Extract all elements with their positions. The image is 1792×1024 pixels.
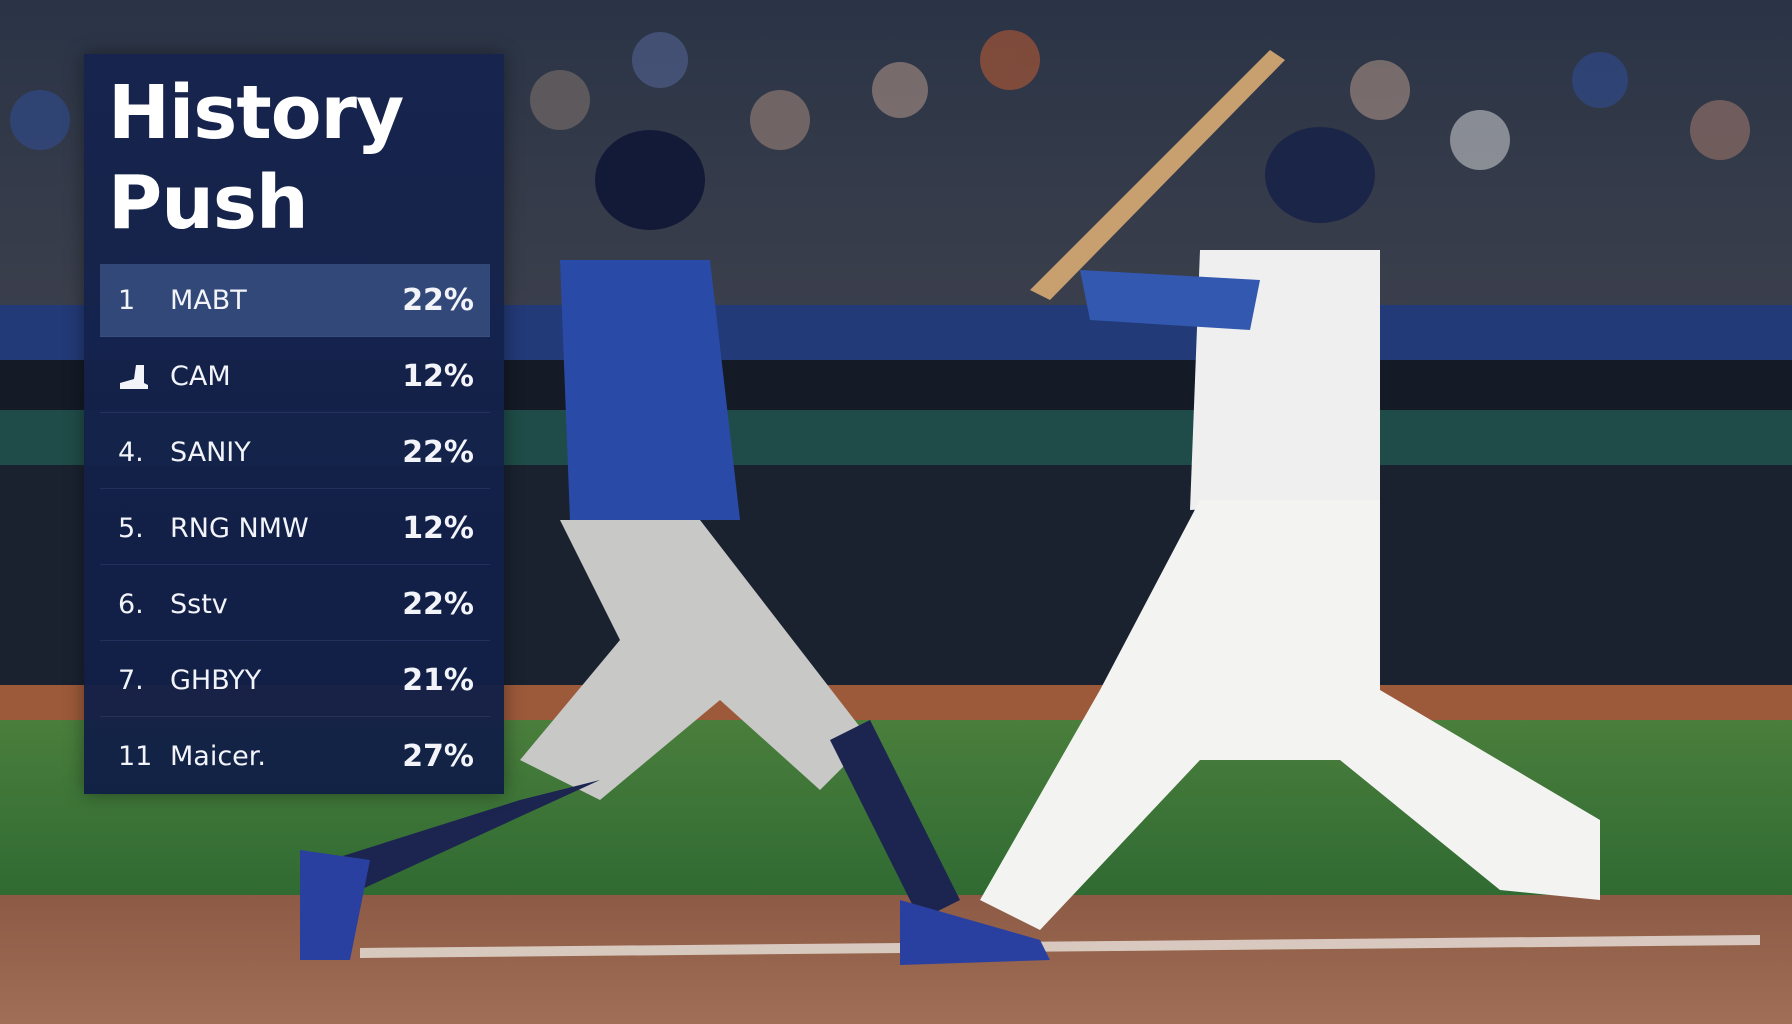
infield-dirt <box>0 895 1792 1024</box>
row-name: RNG NMW <box>170 512 309 544</box>
row-value: 22% <box>402 434 474 470</box>
row-rank: 4. <box>118 436 144 468</box>
row-rank <box>100 361 170 392</box>
leaderboard-row: 7. GHBYY 21% <box>100 644 490 717</box>
row-name: SANIY <box>170 436 251 468</box>
row-value: 22% <box>402 282 474 318</box>
row-name: CAM <box>170 360 231 392</box>
row-rank: 6. <box>118 588 144 620</box>
panel-title: History Push <box>108 68 404 248</box>
crowd-figures <box>10 30 1750 170</box>
row-rank: 11 <box>118 740 153 772</box>
cleat-icon <box>120 365 148 389</box>
row-name: MABT <box>170 284 247 316</box>
row-value: 27% <box>402 738 474 774</box>
row-value: 22% <box>402 586 474 622</box>
row-value: 21% <box>402 662 474 698</box>
leaderboard-row: 11 Maicer. 27% <box>100 720 490 792</box>
runner-player <box>300 130 1050 965</box>
leaderboard-row: CAM 12% <box>100 340 490 413</box>
row-name: GHBYY <box>170 664 262 696</box>
row-value: 12% <box>402 358 474 394</box>
leaderboard-row: 6. Sstv 22% <box>100 568 490 641</box>
leaderboard-row: 5. RNG NMW 12% <box>100 492 490 565</box>
leaderboard-row: 1 MABT 22% <box>100 264 490 337</box>
row-value: 12% <box>402 510 474 546</box>
leaderboard-panel: History Push 1 MABT 22% CAM 12% 4. SANIY… <box>84 54 504 794</box>
row-rank: 7. <box>118 664 144 696</box>
batter-player <box>980 50 1600 930</box>
row-name: Maicer. <box>170 740 267 772</box>
row-rank: 1 <box>118 284 136 316</box>
row-rank: 5. <box>118 512 144 544</box>
leaderboard-row: 4. SANIY 22% <box>100 416 490 489</box>
title-line-1: History <box>108 70 404 156</box>
row-name: Sstv <box>170 588 228 620</box>
title-line-2: Push <box>108 160 309 246</box>
